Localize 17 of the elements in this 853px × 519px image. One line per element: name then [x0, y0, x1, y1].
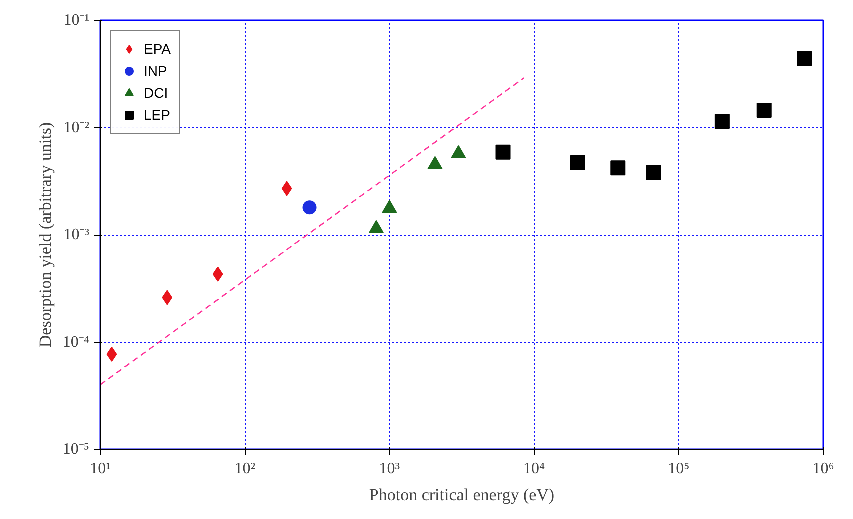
y-tick-label: 10⁻² — [64, 119, 90, 136]
legend-label: EPA — [144, 41, 171, 57]
y-tick-label: 10⁻¹ — [64, 12, 90, 29]
legend-label: DCI — [144, 85, 168, 101]
x-tick-label: 10⁵ — [668, 460, 690, 478]
x-tick-label: 10² — [234, 460, 256, 478]
legend-label: INP — [144, 63, 168, 79]
x-tick-label: 10⁶ — [812, 460, 834, 478]
y-axis-title: Desorption yield (arbitrary units) — [36, 122, 55, 348]
y-tick-label: 10⁻³ — [64, 226, 90, 244]
x-tick-label: 10³ — [379, 460, 400, 478]
legend-label: LEP — [144, 107, 170, 123]
x-tick-label: 10⁴ — [524, 460, 546, 478]
y-tick-label: 10⁻⁵ — [62, 441, 90, 458]
x-tick-label: 10¹ — [90, 460, 112, 478]
y-tick-label: 10⁻⁴ — [62, 334, 90, 351]
x-axis-title: Photon critical energy (eV) — [369, 486, 555, 504]
